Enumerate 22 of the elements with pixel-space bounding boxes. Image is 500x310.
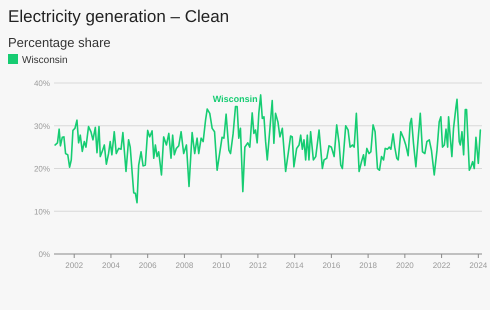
x-tick-label: 2008 — [176, 261, 194, 270]
y-tick-label: 10% — [34, 207, 50, 216]
line-series — [54, 94, 482, 204]
text: Wisconsin — [212, 94, 258, 104]
x-tick-label: 2024 — [469, 261, 488, 270]
legend-label: Wisconsin — [22, 55, 68, 66]
x-tick-label: 2012 — [249, 261, 268, 270]
x-tick-label: 2010 — [212, 261, 231, 270]
x-tick-label: 2020 — [396, 261, 414, 270]
x-tick-label: 2022 — [432, 261, 452, 270]
y-tick-label: 20% — [34, 164, 50, 174]
y-tick-label: 0% — [38, 250, 50, 259]
y-tick-label: 30% — [34, 122, 50, 131]
chart-title: Electricity generation – Clean — [8, 7, 230, 26]
chart-subtitle: Percentage share — [8, 35, 111, 50]
x-tick-label: 2016 — [322, 261, 341, 270]
x-tick-label: 2006 — [138, 261, 158, 270]
x-tick-label: 2002 — [65, 261, 84, 270]
x-tick-label: 2018 — [359, 261, 378, 270]
x-tick-label: 2004 — [102, 261, 120, 270]
x-tick-label: 2014 — [286, 261, 304, 270]
y-tick-label: 40% — [34, 79, 50, 88]
